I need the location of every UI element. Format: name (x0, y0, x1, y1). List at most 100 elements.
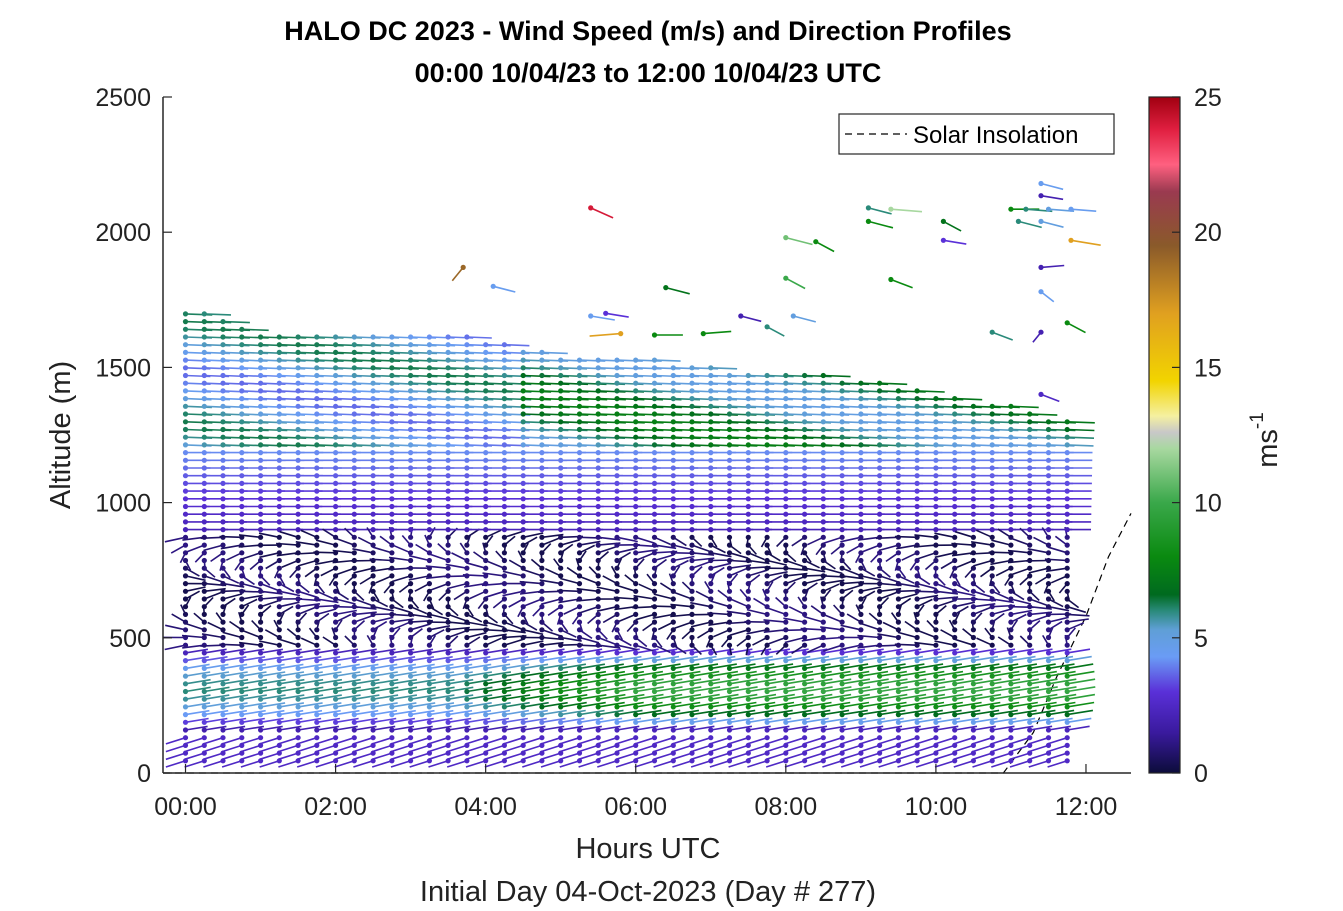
wind-barb-point (708, 557, 714, 564)
wind-barb-point (914, 658, 920, 664)
wind-barb-shaft (691, 390, 719, 393)
wind-barb-shaft (300, 529, 318, 539)
wind-barb-point (633, 542, 639, 548)
wind-barb-point (276, 619, 282, 625)
wind-barb-point (614, 396, 620, 402)
wind-barb-point (389, 550, 395, 556)
wind-barb-point (258, 519, 264, 525)
wind-barb-point (239, 334, 245, 340)
wind-barb-shaft (504, 678, 531, 685)
wind-barb-shaft (560, 539, 580, 546)
wind-barb-point (220, 719, 226, 725)
wind-barb-point (595, 588, 601, 594)
wind-barb-point (783, 465, 789, 471)
wind-barb-point (426, 557, 432, 564)
wind-barb-shaft (207, 621, 224, 631)
wind-barb-shaft (204, 709, 229, 716)
wind-barb-point (651, 650, 658, 656)
wind-barb-point (445, 457, 451, 463)
wind-barb-point (614, 519, 620, 525)
wind-barb-point (483, 457, 489, 463)
wind-barb-point (408, 650, 414, 656)
wind-barb-point (220, 758, 226, 764)
wind-barb-shaft (297, 686, 324, 693)
wind-barb-point (633, 365, 639, 371)
wind-barb-point (802, 704, 808, 710)
wind-barb-point (651, 719, 658, 725)
wind-barb-point (933, 673, 939, 679)
wind-barb-point (445, 658, 451, 664)
wind-barb-point (333, 450, 339, 456)
wind-barb-point (614, 565, 620, 571)
wind-barb-point (933, 403, 939, 409)
wind-barb-point (651, 557, 658, 564)
wind-barb-shaft (710, 544, 726, 554)
wind-barb-point (802, 619, 808, 625)
wind-barb-shaft (616, 644, 638, 651)
wind-barb-point (314, 604, 320, 610)
wind-barb-point (1008, 611, 1014, 618)
wind-barb-point (614, 457, 620, 463)
wind-barb-point (295, 357, 301, 363)
wind-barb-point (820, 581, 826, 587)
wind-barb-point (914, 426, 920, 433)
wind-barb-point (276, 719, 282, 725)
wind-barb-shaft (429, 694, 455, 700)
wind-barb-point (633, 742, 639, 749)
wind-barb-shaft (523, 663, 549, 670)
wind-barb-point (239, 511, 245, 517)
wind-barb-point (708, 388, 714, 394)
wind-barb-point (445, 712, 451, 718)
wind-barb-point (783, 488, 789, 494)
wind-barb-point (408, 480, 414, 486)
wind-barb-point (633, 581, 639, 587)
wind-barb-shaft (410, 671, 436, 677)
wind-barb-point (651, 696, 658, 702)
wind-barb-shaft (1010, 613, 1027, 623)
wind-barb-point (389, 465, 395, 471)
wind-barb-point (764, 719, 770, 725)
wind-barb-shaft (841, 709, 868, 716)
wind-barb-point (239, 480, 245, 486)
wind-barb-point (483, 658, 489, 664)
wind-barb-shaft (578, 744, 599, 753)
wind-barb-shaft (691, 663, 719, 670)
wind-barb-point (670, 550, 676, 556)
wind-barb-shaft (391, 605, 411, 614)
wind-barb-point (820, 565, 826, 571)
wind-barb-shaft (728, 744, 749, 753)
wind-barb-point (633, 496, 639, 502)
wind-barb-point (201, 511, 207, 517)
wind-barb-point (351, 434, 357, 440)
wind-barb-shaft (788, 606, 805, 616)
wind-barb-point (501, 588, 507, 594)
wind-barb-shaft (409, 760, 430, 768)
wind-barb-point (258, 681, 264, 687)
wind-barb-point (539, 642, 545, 648)
wind-barb-point (333, 519, 339, 525)
wind-barb-point (576, 581, 583, 587)
wind-barb-point (595, 704, 601, 710)
wind-barb-point (276, 419, 282, 425)
wind-barb-shaft (430, 582, 449, 591)
wind-barb-shaft (354, 663, 379, 670)
wind-barb-point (558, 488, 564, 494)
wind-barb-point (839, 658, 845, 664)
wind-barb-shaft (954, 709, 981, 716)
wind-barb-shaft (519, 580, 542, 585)
wind-barb-point (802, 565, 808, 571)
wind-barb-point (483, 750, 489, 756)
wind-barb-point (258, 496, 264, 502)
wind-barb-shaft (200, 644, 224, 647)
wind-barb-point (576, 727, 583, 733)
wind-barb-shaft (992, 598, 1014, 604)
wind-barb-shaft (596, 605, 618, 612)
wind-barb-point (820, 372, 826, 379)
wind-barb-point (295, 596, 301, 602)
wind-barb-point (295, 473, 301, 479)
wind-barb-point (651, 712, 658, 718)
wind-barb-point (426, 534, 432, 540)
wind-barb-point (333, 704, 339, 710)
wind-barb-point (464, 665, 470, 672)
wind-barb-point (764, 419, 770, 425)
